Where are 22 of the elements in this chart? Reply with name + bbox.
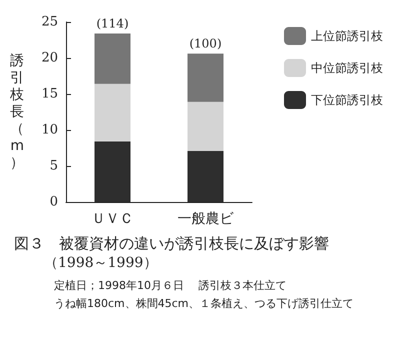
text: うね幅180cm、株間45cm、１条植え、つる下げ誘引仕立て [54,297,354,310]
x-tick-label: ＵＶＣ [92,211,134,227]
y-tick-label: 10 [41,122,58,138]
legend-label: 上位節誘引枝 [311,29,383,43]
legend-label: 下位節誘引枝 [311,93,383,107]
text: 図３ 被覆資材の違いが誘引枝長に及ぼす影響 [14,234,329,252]
annotation: (100) [189,36,222,51]
bar [94,84,130,142]
y-tick-label: 5 [50,158,58,174]
bar [188,102,224,151]
legend-label: 中位節誘引枝 [311,61,383,75]
annotation: (114) [96,16,129,31]
text: （1998～1999） [44,255,158,271]
x-tick-label: 一般農ビ [178,211,234,227]
y-tick-label: 25 [41,14,58,30]
y-tick-label: 15 [41,86,58,102]
y-tick-label: 0 [50,194,58,210]
bar [94,34,130,84]
y-axis-title: 誘引枝長（m） [9,53,24,171]
y-tick-label: 20 [41,50,58,66]
text: 定植日；1998年10月６日 誘引枝３本仕立て [54,279,286,292]
bar [188,54,224,102]
